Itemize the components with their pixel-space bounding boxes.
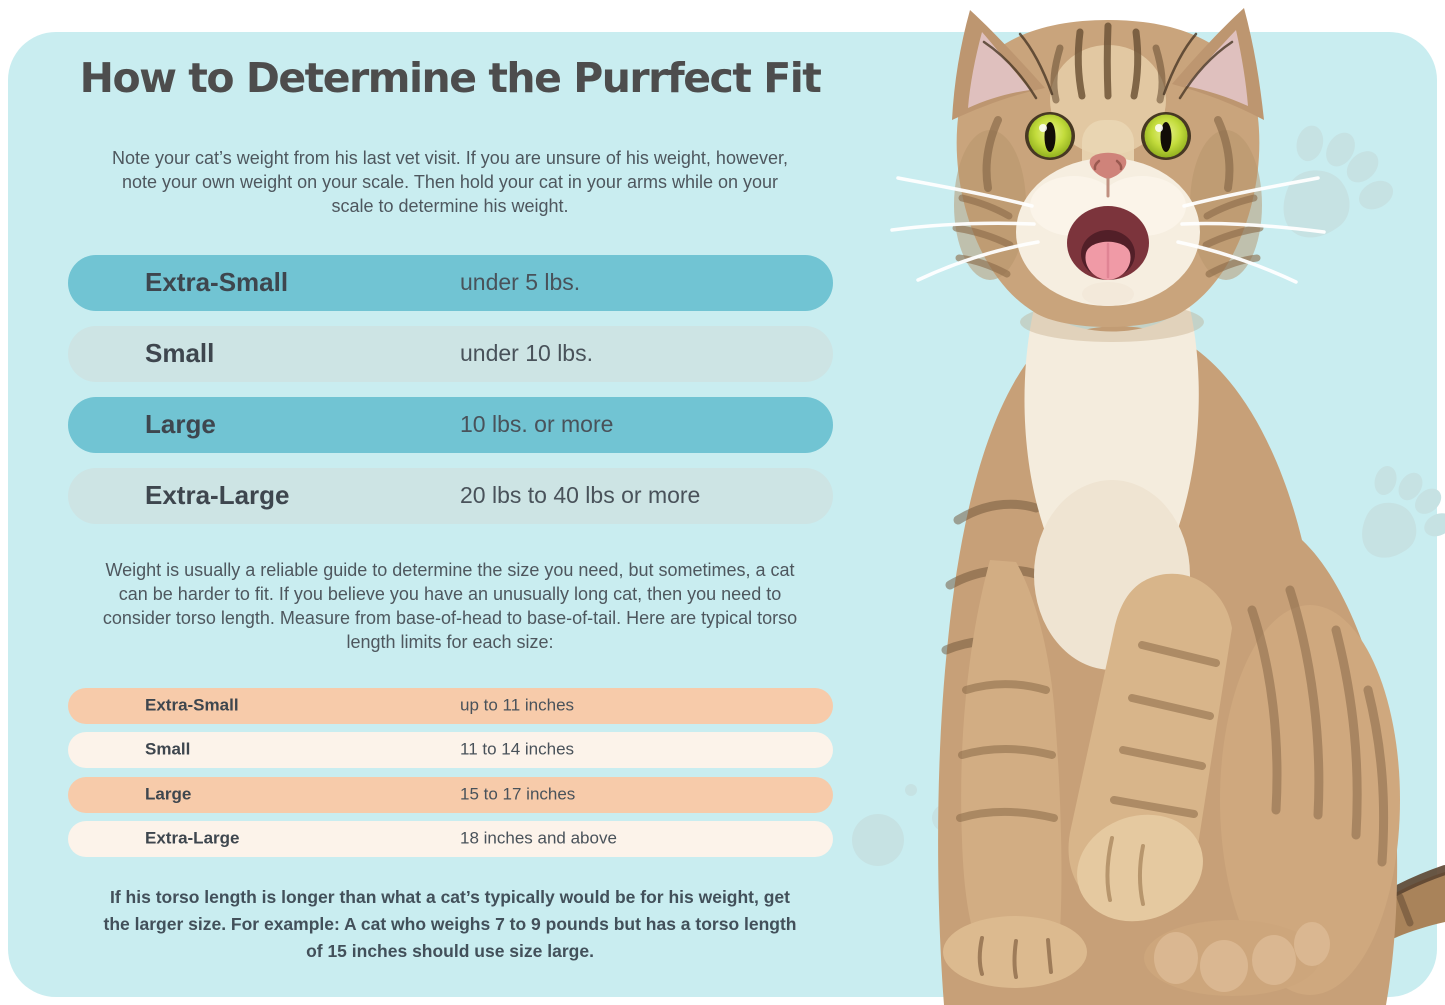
page-title: How to Determine the Purrfect Fit [79, 54, 822, 102]
weight-row-extra-large: Extra-Large 20 lbs to 40 lbs or more [68, 468, 833, 524]
torso-line-2: can be harder to fit. If you believe you… [118, 584, 782, 604]
torso-row-small: Small 11 to 14 inches [68, 732, 833, 768]
torso-row-extra-small: Extra-Small up to 11 inches [68, 688, 833, 724]
torso-paragraph: Weight is usually a reliable guide to de… [55, 558, 845, 654]
torso-row-extra-large: Extra-Large 18 inches and above [68, 821, 833, 857]
row-label: Large [145, 408, 216, 439]
row-label: Extra-Small [145, 266, 289, 297]
torso-line-4: length limits for each size: [346, 632, 554, 652]
row-value: under 10 lbs. [460, 339, 593, 366]
row-value: up to 11 inches [460, 695, 575, 715]
row-value: 15 to 17 inches [460, 784, 576, 804]
intro-line-2: note your own weight on your scale. Then… [121, 172, 778, 192]
row-value: 10 lbs. or more [460, 410, 614, 437]
row-label: Extra-Large [145, 828, 240, 848]
row-label: Small [145, 337, 215, 368]
intro-line-3: scale to determine his weight. [331, 196, 569, 216]
row-label: Small [145, 739, 191, 759]
row-value: under 5 lbs. [460, 268, 581, 295]
weight-row-large: Large 10 lbs. or more [68, 397, 833, 453]
intro-line-1: Note your cat’s weight from his last vet… [112, 148, 788, 168]
row-value: 18 inches and above [460, 828, 617, 848]
intro-paragraph: Note your cat’s weight from his last vet… [60, 146, 840, 218]
weight-row-extra-small: Extra-Small under 5 lbs. [68, 255, 833, 311]
row-value: 20 lbs to 40 lbs or more [460, 481, 701, 508]
row-label: Extra-Small [145, 695, 239, 715]
footer-note: If his torso length is longer than what … [65, 884, 835, 965]
row-value: 11 to 14 inches [460, 739, 575, 759]
torso-line-3: consider torso length. Measure from base… [102, 608, 798, 628]
torso-row-large: Large 15 to 17 inches [68, 777, 833, 813]
weight-row-small: Small under 10 lbs. [68, 326, 833, 382]
footer-line-1: If his torso length is longer than what … [110, 887, 790, 907]
torso-line-1: Weight is usually a reliable guide to de… [105, 560, 795, 580]
row-label: Large [145, 784, 192, 804]
footer-line-3: of 15 inches should use size large. [306, 941, 594, 961]
footer-line-2: the larger size. For example: A cat who … [103, 914, 797, 934]
row-label: Extra-Large [145, 479, 290, 510]
